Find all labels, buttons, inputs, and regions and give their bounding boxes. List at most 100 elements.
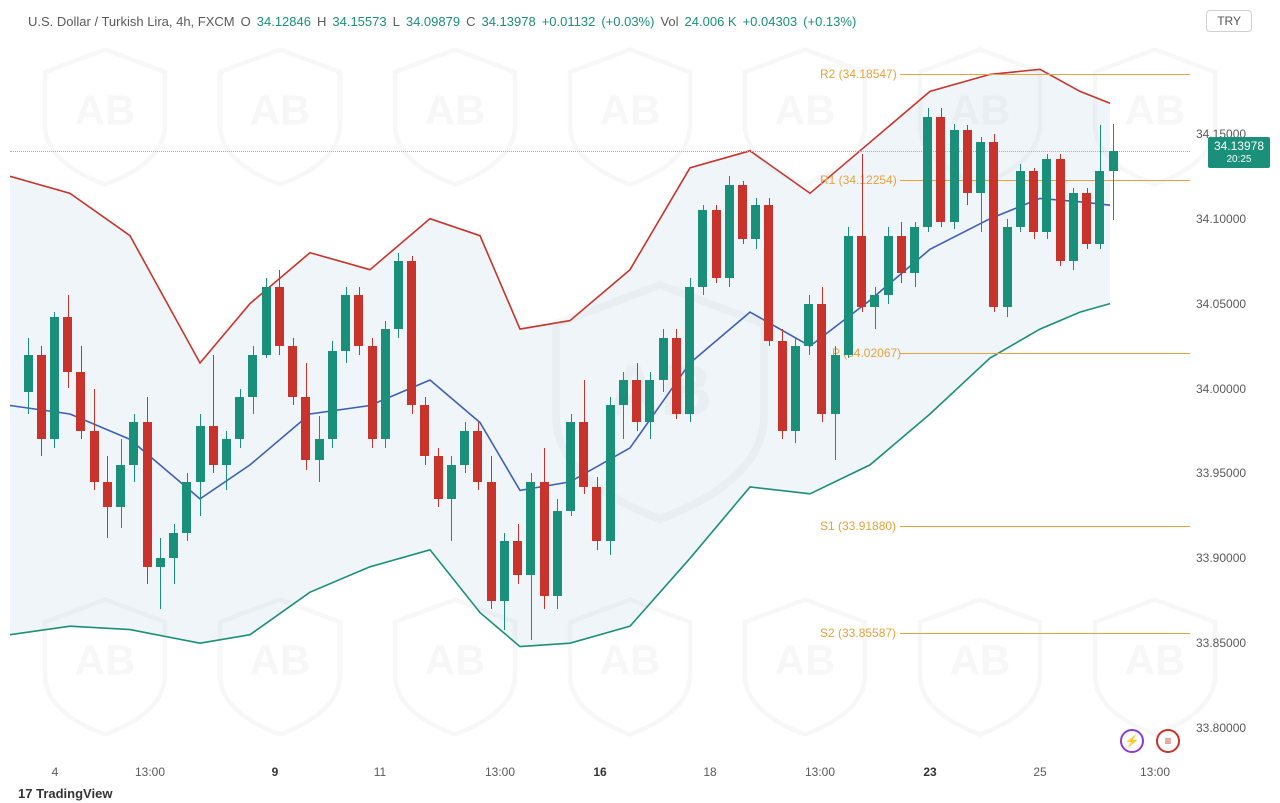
- symbol-label: U.S. Dollar / Turkish Lira, 4h, FXCM: [28, 14, 235, 29]
- candle-body: [963, 130, 972, 193]
- candle-body: [434, 456, 443, 498]
- pivot-line-s1: [900, 526, 1190, 527]
- pivot-label-p: P (34.02067): [830, 346, 903, 360]
- x-tick: 13:00: [805, 765, 835, 779]
- candle-body: [460, 431, 469, 465]
- lightning-icon[interactable]: ⚡: [1120, 729, 1144, 753]
- chart-svg: [10, 32, 1190, 762]
- candle-body: [844, 236, 853, 355]
- candle-body: [910, 227, 919, 273]
- candle-body: [1069, 193, 1078, 261]
- candle-body: [116, 465, 125, 507]
- candle-body: [381, 329, 390, 439]
- candle-body: [143, 422, 152, 566]
- x-tick: 16: [593, 765, 606, 779]
- flag-icon[interactable]: ≡: [1156, 729, 1180, 753]
- candle-body: [487, 482, 496, 601]
- candle-body: [473, 431, 482, 482]
- candle-body: [936, 117, 945, 222]
- candle-body: [235, 397, 244, 439]
- candle-wick: [1113, 124, 1114, 221]
- candle-body: [500, 541, 509, 600]
- candle-body: [817, 304, 826, 414]
- candle-body: [420, 405, 429, 456]
- y-tick: 34.00000: [1196, 382, 1246, 396]
- candle-body: [897, 236, 906, 273]
- candle-body: [831, 355, 840, 414]
- candle-body: [63, 317, 72, 371]
- candle-body: [90, 431, 99, 482]
- candle-body: [182, 482, 191, 533]
- candle-body: [24, 355, 33, 392]
- candle-body: [1109, 151, 1118, 171]
- candle-body: [76, 372, 85, 431]
- candle-body: [37, 355, 46, 440]
- pivot-line-s2: [900, 633, 1190, 634]
- candle-body: [222, 439, 231, 464]
- y-tick: 34.10000: [1196, 212, 1246, 226]
- candle-body: [1042, 159, 1051, 232]
- tradingview-logo: 17 TradingView: [18, 786, 112, 801]
- y-tick: 33.95000: [1196, 466, 1246, 480]
- candle-body: [513, 541, 522, 575]
- pivot-label-s2: S2 (33.85587): [818, 626, 898, 640]
- candle-body: [103, 482, 112, 507]
- candle-body: [751, 205, 760, 239]
- candle-body: [778, 341, 787, 431]
- candle-body: [659, 338, 668, 380]
- x-tick: 13:00: [135, 765, 165, 779]
- pivot-line-p: [900, 353, 1190, 354]
- x-tick: 11: [374, 765, 386, 779]
- x-tick: 9: [272, 765, 279, 779]
- candle-wick: [160, 538, 161, 609]
- candle-body: [1016, 171, 1025, 227]
- c-label: C: [466, 14, 475, 29]
- candle-body: [156, 558, 165, 566]
- c-value: 34.13978: [481, 14, 535, 29]
- x-tick: 18: [703, 765, 716, 779]
- candle-body: [804, 304, 813, 346]
- candle-body: [989, 142, 998, 307]
- candle-body: [341, 295, 350, 351]
- x-tick: 23: [923, 765, 936, 779]
- candle-body: [606, 405, 615, 541]
- candle-body: [407, 261, 416, 405]
- vol-value: 24.006 K: [685, 14, 737, 29]
- y-tick: 34.05000: [1196, 297, 1246, 311]
- candle-body: [368, 346, 377, 439]
- candle-body: [791, 346, 800, 431]
- candle-body: [764, 205, 773, 341]
- y-tick: 33.80000: [1196, 721, 1246, 735]
- candle-body: [1003, 227, 1012, 307]
- vol-change-pct-value: (+0.13%): [803, 14, 856, 29]
- candle-body: [566, 422, 575, 510]
- candle-body: [315, 439, 324, 459]
- candle-body: [526, 482, 535, 575]
- pivot-label-s1: S1 (33.91880): [818, 519, 898, 533]
- try-button[interactable]: TRY: [1206, 10, 1252, 32]
- candle-body: [592, 487, 601, 541]
- pivot-line-r2: [900, 74, 1190, 75]
- candle-body: [976, 142, 985, 193]
- x-tick: 25: [1033, 765, 1046, 779]
- chart-area[interactable]: ABABABABABABABABABABABABABABABR2 (34.185…: [10, 32, 1190, 762]
- pivot-label-r2: R2 (34.18547): [818, 67, 899, 81]
- candle-body: [1082, 193, 1091, 244]
- pivot-label-r1: R1 (34.12254): [818, 173, 899, 187]
- current-price: 34.13978: [1214, 139, 1264, 153]
- candle-body: [1095, 171, 1104, 244]
- candle-body: [447, 465, 456, 499]
- candle-body: [645, 380, 654, 422]
- candle-body: [870, 295, 879, 307]
- candle-body: [394, 261, 403, 329]
- o-value: 34.12846: [257, 14, 311, 29]
- candle-body: [619, 380, 628, 405]
- candle-body: [288, 346, 297, 397]
- candle-body: [328, 351, 337, 439]
- candle-body: [553, 511, 562, 596]
- candle-body: [632, 380, 641, 422]
- candle-body: [262, 287, 271, 355]
- candle-body: [685, 287, 694, 414]
- current-price-tag: 34.13978 20:25: [1208, 137, 1270, 167]
- candle-body: [1056, 159, 1065, 261]
